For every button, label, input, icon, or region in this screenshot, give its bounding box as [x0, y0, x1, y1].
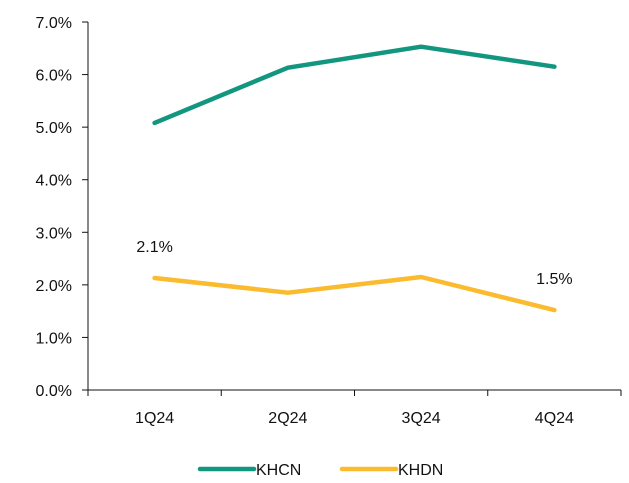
x-tick-label: 2Q24	[268, 410, 307, 427]
data-label: 1.5%	[536, 271, 572, 288]
y-tick-label: 5.0%	[36, 120, 72, 137]
x-tick-label: 4Q24	[535, 410, 574, 427]
series-line-khcn	[152, 44, 557, 126]
axes	[82, 21, 622, 396]
data-label: 2.1%	[136, 239, 172, 256]
legend-label-khdn: KHDN	[398, 462, 443, 479]
y-tick-label: 1.0%	[36, 330, 72, 347]
y-tick-label: 4.0%	[36, 173, 72, 190]
series-line-khdn	[152, 274, 557, 313]
y-tick-label: 3.0%	[36, 225, 72, 242]
y-tick-label: 2.0%	[36, 278, 72, 295]
x-tick-label: 1Q24	[135, 410, 174, 427]
y-tick-label: 7.0%	[36, 15, 72, 32]
y-tick-label: 6.0%	[36, 68, 72, 85]
legend: KHCN KHDN	[197, 462, 443, 479]
y-tick-label: 0.0%	[36, 383, 72, 400]
series-lines	[152, 44, 557, 313]
data-labels: 2.1% 1.5%	[136, 239, 572, 288]
legend-label-khcn: KHCN	[256, 462, 301, 479]
tick-labels: 0.0% 1.0% 2.0% 3.0% 4.0% 5.0% 6.0% 7.0% 1Q24 2Q24…	[36, 15, 575, 427]
x-tick-label: 3Q24	[402, 410, 441, 427]
